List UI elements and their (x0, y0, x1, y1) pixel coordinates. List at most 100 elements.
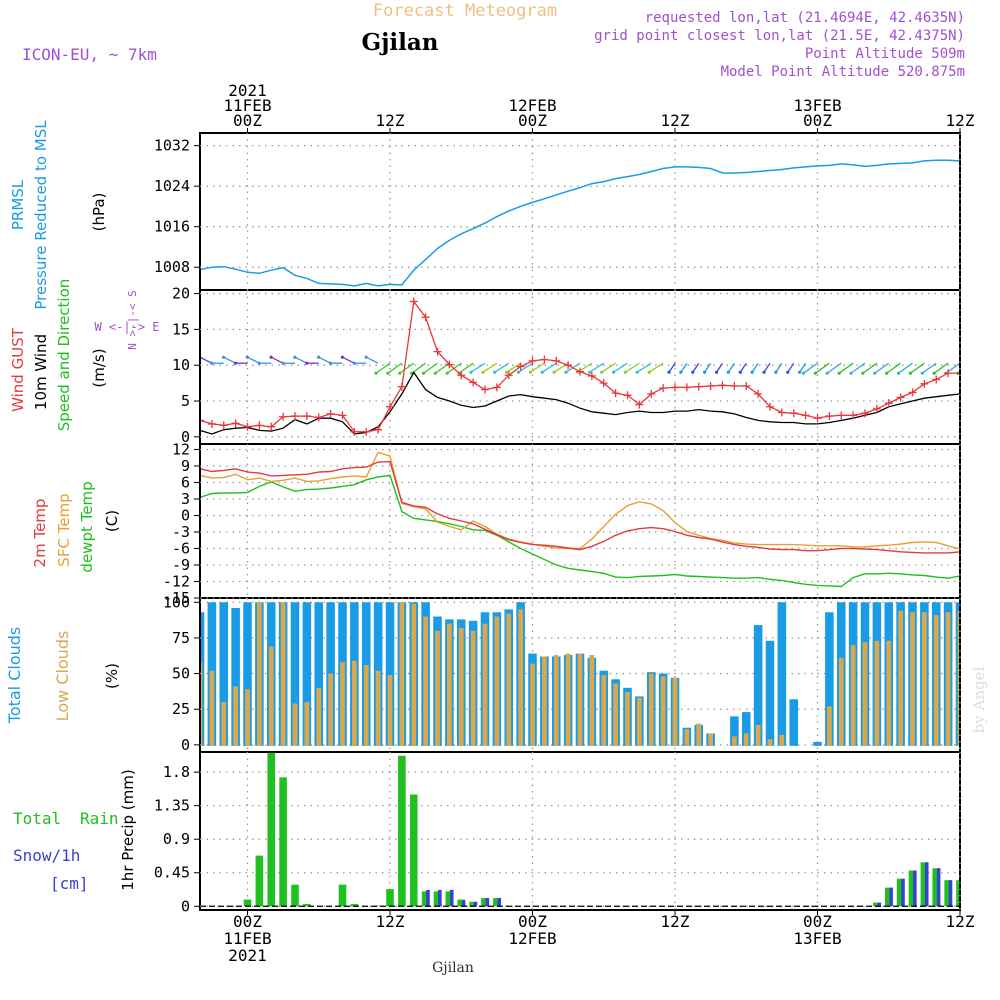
plot-layer (201, 159, 997, 907)
low-cloud-bar (601, 675, 607, 746)
bottom-time-label: 2021 (228, 946, 267, 965)
bottom-time-label: 12Z (661, 912, 690, 931)
low-cloud-bar (435, 630, 440, 746)
snow-bar (889, 887, 893, 907)
total-cloud-bar (741, 712, 751, 746)
wind-arrow-head (445, 371, 449, 375)
wind-arrow-head (896, 371, 901, 375)
wind-arrow-head (667, 370, 671, 374)
wind-arrow-head (588, 370, 592, 374)
y-tick-label: 6 (181, 474, 190, 492)
low-cloud-bar (565, 653, 571, 746)
wind-arrow-head (647, 370, 651, 374)
gust-marker (231, 419, 240, 428)
low-cloud-bar (233, 686, 238, 746)
wind-arrow-head (328, 361, 333, 365)
gust-marker (528, 356, 537, 365)
gust-marker (397, 382, 406, 391)
low-cloud-bar (922, 612, 927, 746)
rain-bar (884, 887, 893, 907)
wind-direction-arrow (751, 362, 759, 373)
wind-10m-line (201, 371, 959, 435)
gust-marker (552, 356, 561, 365)
wind-direction-arrow (982, 363, 996, 373)
low-cloud-bar (672, 677, 678, 746)
wind-10m-label: 10m Wind (32, 334, 50, 410)
bottom-time-label: 00Z (803, 912, 832, 931)
wind-direction-arrow (494, 362, 510, 373)
snow-bar (426, 889, 430, 907)
snow-bar (485, 898, 490, 907)
gust-marker (201, 419, 204, 422)
gust-marker (730, 381, 739, 390)
low-cloud-bar (411, 603, 417, 746)
y-tick-label: -12 (163, 573, 190, 591)
wind-arrow-head (726, 370, 730, 374)
y-tick-label: 1008 (154, 258, 190, 276)
gust-marker (421, 313, 430, 322)
temp-sfc-label: SFC Temp (55, 493, 73, 566)
gust-marker (872, 404, 881, 413)
wind-direction-arrow (886, 362, 902, 374)
top-time-label: 2021 (228, 81, 267, 100)
gust-marker (920, 379, 929, 388)
gust-marker (540, 355, 549, 364)
pressure-label-2: Pressure Reduced to MSL (32, 120, 50, 310)
rain-bar (279, 777, 287, 907)
pressure-unit: (hPa) (90, 193, 108, 232)
low-cloud-bar (494, 616, 500, 746)
watermark: by Angel (970, 666, 988, 733)
wind-arrow-head (980, 372, 983, 375)
wind-arrow-head (932, 371, 936, 375)
wind-direction-arrow (715, 362, 724, 373)
wind-arrow-head (873, 371, 877, 375)
y-tick-label: 9 (181, 457, 190, 475)
low-cloud-bar (201, 662, 203, 746)
low-cloud-bar (708, 733, 713, 746)
location-title: Gjilan (361, 29, 438, 56)
sfc-temp-line-group (201, 451, 959, 550)
total-cloud-bar (290, 602, 300, 746)
low-cloud-bar (743, 733, 749, 746)
wind-direction-arrow (375, 362, 391, 374)
total-cloud-bar (765, 640, 775, 746)
y-tick-label: 10 (172, 356, 190, 374)
wind-10m-line-group (201, 371, 959, 435)
wind-arrow-head (398, 371, 402, 375)
rain-bar (932, 868, 941, 907)
low-cloud-bar (458, 627, 464, 746)
gust-marker (647, 389, 656, 398)
rain-bar (386, 889, 394, 907)
low-cloud-bar (637, 697, 642, 746)
rain-bar (291, 884, 299, 907)
pressure-line-group (201, 159, 959, 287)
gust-marker (219, 421, 228, 430)
dewpt-line-group (201, 474, 959, 588)
temp-dewpt-label: dewpt Temp (78, 481, 96, 572)
gust-marker (766, 402, 774, 411)
gust-marker (599, 379, 608, 388)
rain-bar (398, 755, 406, 907)
wind-direction-arrow (933, 362, 949, 374)
rain-bar (255, 855, 264, 907)
low-cloud-bar (874, 640, 880, 746)
total-cloud-bar (730, 716, 739, 746)
low-cloud-bar (316, 687, 322, 746)
gust-marker (433, 347, 442, 356)
gust-marker (694, 382, 703, 391)
gust-marker (492, 383, 501, 392)
y-tick-label: 1016 (154, 218, 190, 236)
gust-marker (623, 391, 632, 400)
bottom-time-label: 12Z (376, 912, 405, 931)
snow-bar (461, 900, 466, 907)
bottom-time-label: 00Z (518, 912, 547, 931)
low-cloud-bar (506, 613, 512, 746)
gust-marker (861, 409, 869, 418)
wind-arrow-head (994, 362, 997, 365)
low-cloud-bar (530, 663, 535, 746)
top-time-label: 12Z (376, 111, 405, 130)
gust-marker (671, 383, 679, 392)
gust-marker (326, 409, 335, 418)
wind-arrow-head (635, 370, 639, 374)
dewpt-line (201, 474, 959, 588)
